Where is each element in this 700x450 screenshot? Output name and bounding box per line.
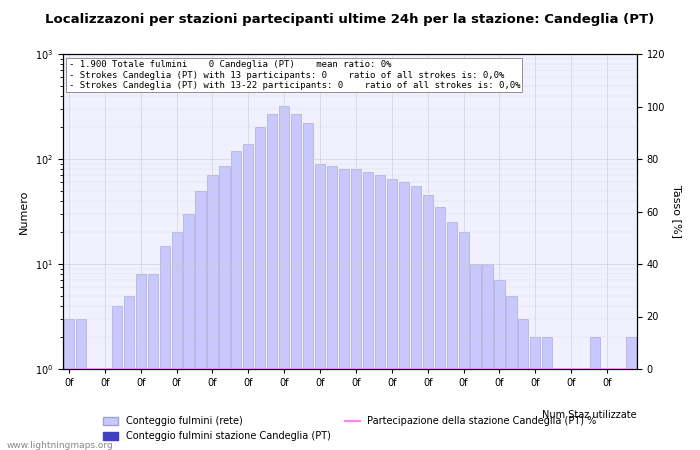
Bar: [207, 175, 218, 450]
Bar: [351, 169, 361, 450]
Bar: [327, 166, 337, 450]
Bar: [399, 182, 409, 450]
Bar: [76, 319, 86, 450]
Text: www.lightningmaps.org: www.lightningmaps.org: [7, 441, 113, 450]
Bar: [494, 280, 505, 450]
Bar: [590, 338, 600, 450]
Bar: [160, 246, 169, 450]
Bar: [124, 296, 134, 450]
Bar: [506, 296, 517, 450]
Bar: [363, 172, 373, 450]
Y-axis label: Numero: Numero: [20, 189, 29, 234]
Bar: [554, 369, 564, 450]
Bar: [183, 214, 194, 450]
Y-axis label: Tasso [%]: Tasso [%]: [672, 185, 682, 238]
Bar: [100, 379, 110, 450]
Bar: [256, 127, 265, 450]
Bar: [602, 379, 612, 450]
Bar: [470, 264, 481, 450]
Bar: [315, 164, 326, 450]
Bar: [267, 114, 277, 450]
Bar: [387, 179, 397, 450]
Bar: [374, 175, 385, 450]
Bar: [339, 169, 349, 450]
Bar: [231, 151, 241, 450]
Bar: [279, 106, 289, 450]
Bar: [172, 232, 182, 450]
Bar: [291, 114, 301, 450]
Bar: [458, 232, 469, 450]
Bar: [542, 338, 552, 450]
Bar: [578, 379, 588, 450]
Bar: [219, 166, 230, 450]
Bar: [482, 264, 493, 450]
Text: Num Staz utilizzate: Num Staz utilizzate: [542, 410, 637, 420]
Text: - 1.900 Totale fulmini    0 Candeglia (PT)    mean ratio: 0%
- Strokes Candeglia: - 1.900 Totale fulmini 0 Candeglia (PT) …: [69, 60, 520, 90]
Legend: Conteggio fulmini (rete), Conteggio fulmini stazione Candeglia (PT), Partecipazi: Conteggio fulmini (rete), Conteggio fulm…: [99, 413, 601, 445]
Bar: [112, 306, 122, 450]
Bar: [303, 123, 313, 450]
Bar: [244, 144, 253, 450]
Bar: [411, 186, 421, 450]
Bar: [423, 195, 433, 450]
Bar: [148, 274, 158, 450]
Bar: [447, 222, 456, 450]
Bar: [195, 191, 206, 450]
Bar: [88, 379, 98, 450]
Bar: [566, 369, 576, 450]
Bar: [435, 207, 444, 450]
Bar: [136, 274, 146, 450]
Bar: [64, 319, 74, 450]
Bar: [614, 379, 624, 450]
Bar: [531, 338, 540, 450]
Bar: [518, 319, 528, 450]
Bar: [626, 338, 636, 450]
Text: Localizzazoni per stazioni partecipanti ultime 24h per la stazione: Candeglia (P: Localizzazoni per stazioni partecipanti …: [46, 14, 655, 27]
